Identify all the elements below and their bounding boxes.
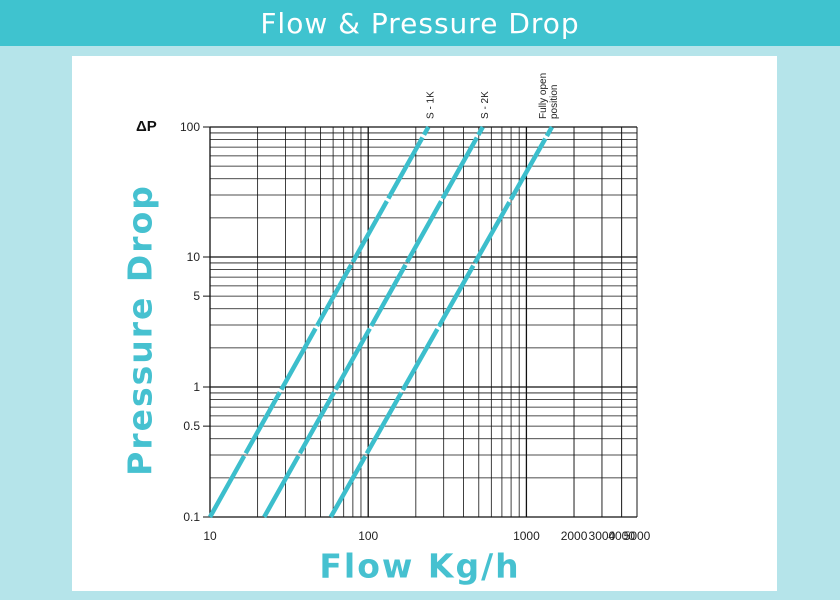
series-label-line: S - 2K [480, 91, 491, 119]
y-axis-label: Pressure Drop [120, 184, 160, 476]
series-label-2: S - 2K [480, 91, 491, 119]
series-label-3: Fully open position [538, 73, 560, 119]
y-tick-label: 100 [180, 120, 200, 134]
y-tick-label: 10 [187, 250, 201, 264]
y-tick-label: 1 [193, 380, 200, 394]
series-label-line: Fully open [538, 73, 549, 119]
x-tick-label: 1000 [513, 529, 540, 543]
x-tick-label: 3000 [589, 529, 616, 543]
y-tick-label: 5 [193, 289, 200, 303]
series-line-1 [208, 125, 431, 519]
series-label-line: S - 1K [425, 91, 436, 119]
chart-panel [72, 56, 777, 591]
x-tick-label: 5000 [624, 529, 651, 543]
y-unit-label: ΔP [136, 118, 157, 135]
y-tick-label: 0.1 [183, 510, 200, 524]
series-label-1: S - 1K [425, 91, 436, 119]
y-tick-label: 0.5 [183, 419, 200, 433]
x-tick-label: 100 [358, 529, 378, 543]
series-layer: S - 1K S - 2K Fully open position [208, 73, 560, 519]
x-tick-label: 2000 [561, 529, 588, 543]
header-bar: Flow & Pressure Drop [0, 0, 840, 46]
series-line-3 [328, 125, 554, 519]
series-label-line: position [549, 85, 560, 119]
x-axis-label: Flow Kg/h [319, 546, 521, 586]
grid [203, 126, 638, 518]
x-tick-label: 4000 [608, 529, 635, 543]
series-line-2 [262, 125, 485, 519]
page-title: Flow & Pressure Drop [260, 6, 580, 40]
x-tick-label: 10 [203, 529, 217, 543]
